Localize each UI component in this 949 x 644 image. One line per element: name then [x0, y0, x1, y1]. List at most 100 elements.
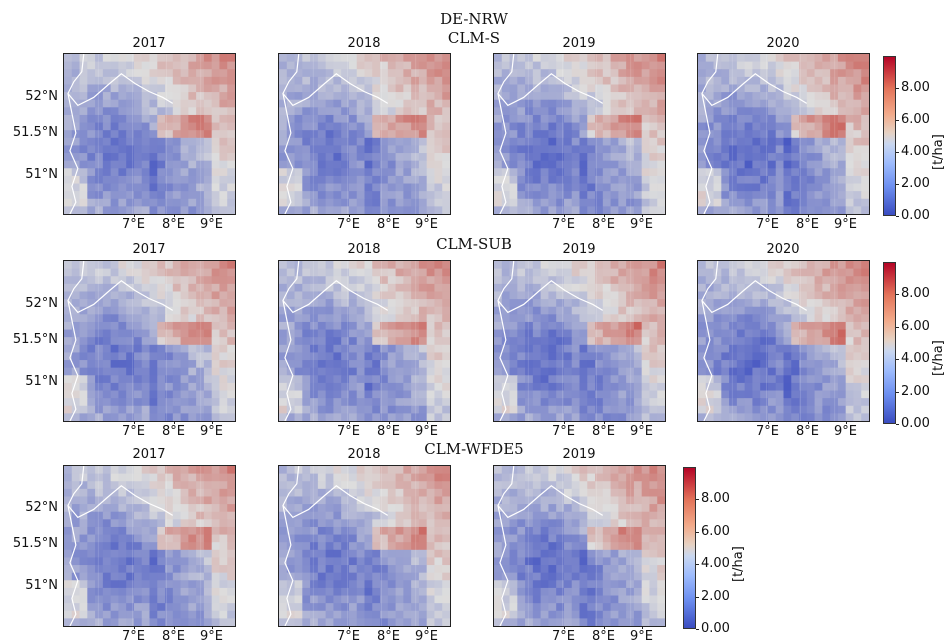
- map-raster: [64, 54, 235, 214]
- colorbar-tick-label: 8.00: [901, 286, 930, 301]
- row-title-clm-sub: CLM-SUB: [436, 235, 512, 253]
- lon-label: 9°E: [630, 424, 653, 439]
- lon-label: 8°E: [592, 217, 615, 232]
- colorbar-tick: [896, 392, 899, 393]
- colorbar-unit-label: [t/ha]: [931, 340, 946, 376]
- lon-tick: [808, 421, 809, 424]
- colorbar-tick: [696, 499, 699, 500]
- colorbar-unit-label: [t/ha]: [931, 134, 946, 170]
- colorbar-tick: [696, 532, 699, 533]
- map-raster: [279, 466, 450, 626]
- colorbar-tick-label: 2.00: [901, 176, 930, 191]
- map-raster: [279, 261, 450, 421]
- year-title: 2017: [132, 36, 165, 51]
- lon-tick: [212, 421, 213, 424]
- row-title-clm-s: CLM-S: [448, 29, 500, 47]
- lon-tick: [564, 421, 565, 424]
- colorbar-tick-label: 0.00: [901, 416, 930, 431]
- lon-tick: [134, 626, 135, 629]
- colorbar-tick-label: 0.00: [901, 208, 930, 223]
- lon-label: 9°E: [834, 424, 857, 439]
- lat-label: 52°N: [12, 500, 58, 515]
- colorbar-tick: [896, 359, 899, 360]
- lon-label: 8°E: [162, 217, 185, 232]
- colorbar-tick: [896, 216, 899, 217]
- colorbar-tick-label: 8.00: [701, 491, 730, 506]
- lon-tick: [768, 214, 769, 217]
- colorbar-tick-label: 0.00: [701, 621, 730, 636]
- map-raster: [698, 261, 869, 421]
- year-title: 2018: [347, 447, 380, 462]
- lon-tick: [212, 214, 213, 217]
- row-title-clm-wfde5: CLM-WFDE5: [424, 440, 523, 458]
- map-panel-clm-sub-2018: [278, 260, 451, 422]
- colorbar-tick: [896, 424, 899, 425]
- colorbar-tick: [896, 88, 899, 89]
- lat-label: 51°N: [12, 374, 58, 389]
- lon-tick: [427, 626, 428, 629]
- lon-tick: [174, 214, 175, 217]
- lon-label: 9°E: [834, 217, 857, 232]
- lon-tick: [564, 626, 565, 629]
- map-panel-clm-s-2020: [697, 53, 870, 215]
- colorbar-clm-wfde5: [683, 467, 696, 629]
- colorbar-tick-label: 8.00: [901, 80, 930, 95]
- map-panel-clm-s-2017: [63, 53, 236, 215]
- lon-tick: [389, 626, 390, 629]
- year-title: 2020: [766, 242, 799, 257]
- map-panel-clm-sub-2020: [697, 260, 870, 422]
- colorbar-tick-label: 4.00: [901, 144, 930, 159]
- lon-label: 8°E: [377, 424, 400, 439]
- lon-label: 7°E: [337, 217, 360, 232]
- lon-label: 9°E: [415, 424, 438, 439]
- lon-tick: [389, 214, 390, 217]
- lon-tick: [134, 421, 135, 424]
- lat-label: 51.5°N: [12, 332, 58, 347]
- lon-label: 9°E: [200, 217, 223, 232]
- lon-tick: [642, 421, 643, 424]
- lon-label: 8°E: [377, 217, 400, 232]
- colorbar-tick: [896, 294, 899, 295]
- lon-label: 7°E: [337, 424, 360, 439]
- year-title: 2018: [347, 242, 380, 257]
- lat-label: 51°N: [12, 167, 58, 182]
- lon-label: 8°E: [162, 424, 185, 439]
- lon-tick: [212, 626, 213, 629]
- lon-tick: [349, 421, 350, 424]
- lon-tick: [134, 214, 135, 217]
- year-title: 2017: [132, 447, 165, 462]
- lon-tick: [846, 214, 847, 217]
- lat-label: 51°N: [12, 578, 58, 593]
- lat-label: 51.5°N: [12, 125, 58, 140]
- lon-tick: [174, 626, 175, 629]
- lon-label: 7°E: [756, 424, 779, 439]
- lon-tick: [389, 421, 390, 424]
- lon-label: 8°E: [796, 217, 819, 232]
- map-raster: [64, 261, 235, 421]
- map-panel-clm-wfde5-2017: [63, 465, 236, 627]
- colorbar-tick: [896, 120, 899, 121]
- map-panel-clm-sub-2017: [63, 260, 236, 422]
- lon-tick: [427, 214, 428, 217]
- lon-tick: [768, 421, 769, 424]
- colorbar-clm-s: [883, 56, 896, 216]
- map-panel-clm-s-2018: [278, 53, 451, 215]
- map-panel-clm-sub-2019: [493, 260, 666, 422]
- lon-label: 8°E: [592, 424, 615, 439]
- lon-tick: [604, 421, 605, 424]
- colorbar-tick-label: 4.00: [901, 351, 930, 366]
- map-raster: [64, 466, 235, 626]
- colorbar-clm-sub: [883, 262, 896, 424]
- colorbar-tick: [696, 597, 699, 598]
- lon-tick: [349, 626, 350, 629]
- colorbar-tick-label: 6.00: [901, 112, 930, 127]
- lon-tick: [174, 421, 175, 424]
- colorbar-tick: [896, 152, 899, 153]
- map-raster: [698, 54, 869, 214]
- lon-label: 7°E: [122, 217, 145, 232]
- lon-tick: [564, 214, 565, 217]
- lon-label: 9°E: [415, 217, 438, 232]
- lat-label: 51.5°N: [12, 536, 58, 551]
- colorbar-tick: [896, 184, 899, 185]
- year-title: 2019: [562, 447, 595, 462]
